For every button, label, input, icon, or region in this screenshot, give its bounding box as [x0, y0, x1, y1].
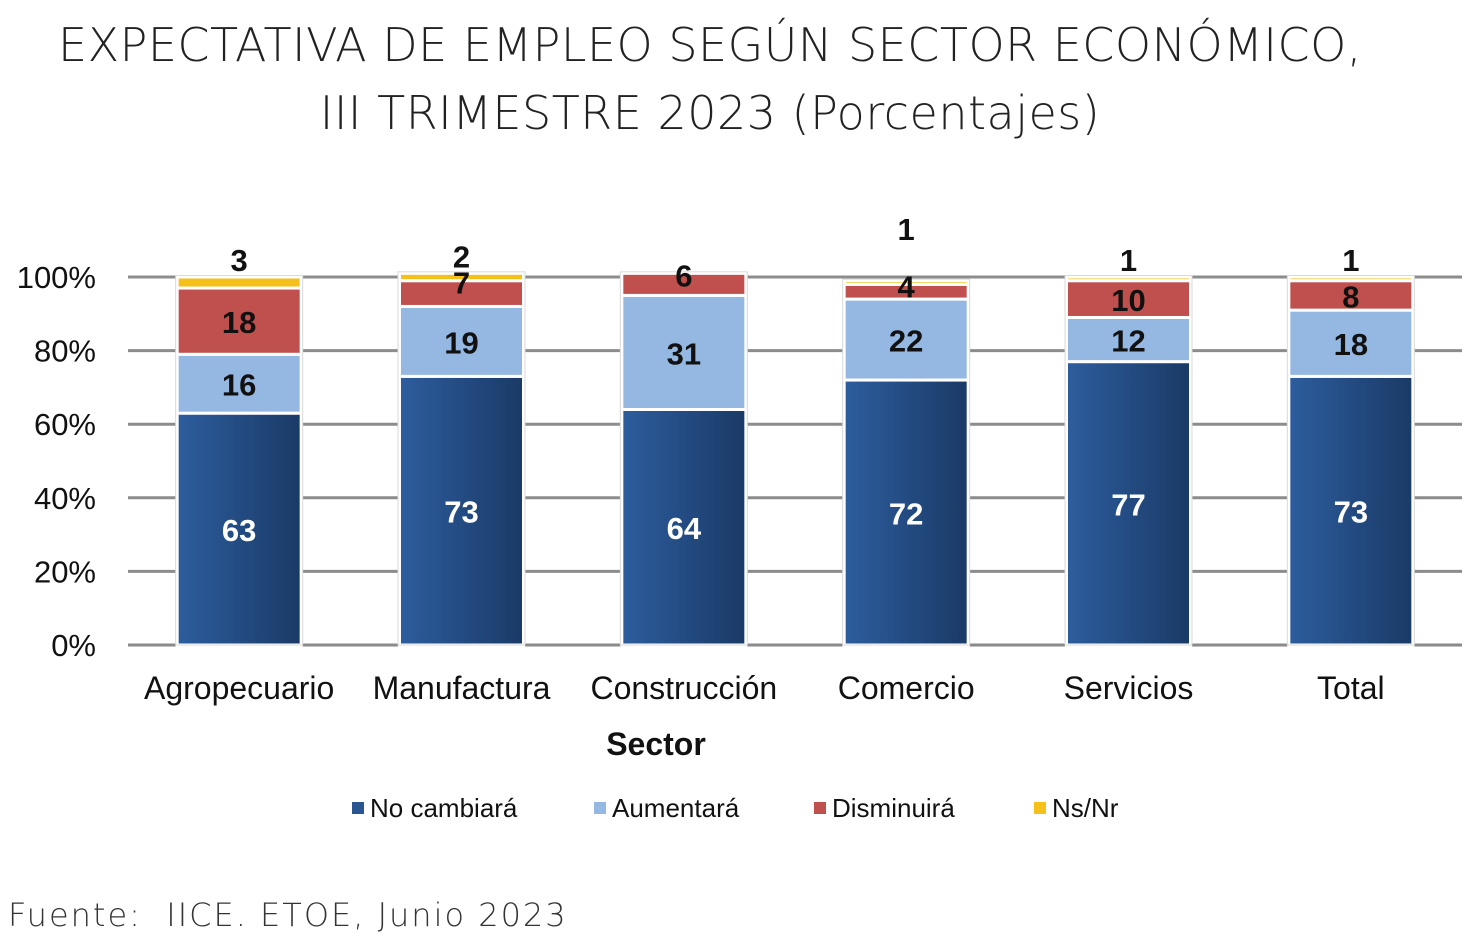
x-tick-label: Construcción: [590, 670, 777, 706]
x-tick-label: Total: [1317, 670, 1385, 706]
y-tick-label: 80%: [34, 334, 96, 369]
data-label: 22: [889, 324, 923, 359]
bar-outline: [1286, 275, 1415, 646]
data-label: 1: [898, 212, 915, 247]
data-label: 10: [1111, 283, 1145, 318]
axes: 0% 20% 40% 60% 80% 100% Agropecuario Manufactur…: [17, 260, 1385, 762]
data-label: 19: [444, 325, 478, 360]
legend-label: Disminuirá: [832, 793, 955, 823]
data-label: 31: [667, 336, 701, 371]
data-label: 72: [889, 497, 923, 532]
bar-outline: [175, 275, 304, 646]
legend-swatch: [814, 802, 826, 814]
data-label: 1: [1342, 243, 1359, 278]
bar-segment: [842, 297, 970, 382]
legend-swatch: [352, 802, 364, 814]
data-label: 1: [1120, 243, 1137, 278]
data-label: 64: [667, 511, 702, 546]
data-label: 8: [1342, 279, 1359, 314]
bar-segment: [620, 407, 748, 647]
bar-segment: [1287, 275, 1415, 283]
data-label: 6: [675, 258, 692, 293]
chart-title-line-1: EXPECTATIVA DE EMPLEO SEGÚN SECTOR ECONÓ…: [58, 18, 1362, 72]
bar-segment: [175, 411, 303, 647]
bar-segment: [1065, 315, 1192, 364]
data-label: 18: [222, 305, 256, 340]
y-tick-label: 20%: [34, 554, 96, 589]
x-axis-title: Sector: [606, 726, 706, 762]
x-tick-label: Comercio: [838, 670, 975, 706]
bar-segment: [398, 271, 525, 283]
y-tick-label: 40%: [34, 481, 96, 516]
gridlines: [128, 275, 1462, 647]
legend-label: Aumentará: [612, 793, 740, 823]
bar-segment: [1065, 360, 1192, 647]
bars: [175, 271, 1415, 647]
bar-segment: [398, 304, 525, 378]
bar-segment: [1287, 374, 1415, 647]
chart-title-line-2: III TRIMESTRE 2023 (Porcentajes): [319, 86, 1101, 140]
data-label: 4: [898, 269, 916, 304]
data-label: 73: [1334, 495, 1368, 530]
bar-outline: [619, 271, 748, 646]
data-label: 2: [453, 239, 470, 274]
bar-segment: [842, 279, 970, 286]
source-note: Fuente: IICE. ETOE, Junio 2023: [8, 896, 568, 934]
data-label: 18: [1334, 327, 1368, 362]
bar-segment: [620, 271, 748, 297]
legend: No cambiará Aumentará Disminuirá Ns/Nr: [352, 793, 1119, 823]
bar-segment: [1287, 279, 1415, 312]
data-label: 77: [1111, 487, 1145, 522]
legend-label: No cambiará: [370, 793, 518, 823]
bar-segment: [1065, 275, 1192, 283]
data-label: 12: [1111, 324, 1145, 359]
bar-outline: [397, 271, 526, 646]
legend-label: Ns/Nr: [1052, 793, 1119, 823]
x-tick-label: Agropecuario: [144, 670, 334, 706]
bar-segment: [1287, 308, 1415, 378]
y-tick-label: 60%: [34, 407, 96, 442]
bar-outline: [1064, 275, 1193, 646]
bar-outline: [842, 278, 971, 646]
x-tick-label: Manufactura: [373, 670, 551, 706]
bar-segment: [1065, 279, 1192, 319]
legend-swatch: [594, 802, 606, 814]
x-tick-label: Servicios: [1064, 670, 1194, 706]
legend-swatch: [1034, 802, 1046, 814]
y-tick-label: 100%: [17, 260, 96, 295]
bar-segment: [842, 378, 970, 647]
data-label: 7: [453, 266, 470, 301]
data-label: 16: [222, 368, 256, 403]
data-label: 3: [231, 243, 248, 278]
data-label: 63: [222, 513, 256, 548]
bar-segment: [175, 275, 303, 290]
y-tick-label: 0%: [51, 628, 96, 663]
data-label: 73: [444, 495, 478, 530]
